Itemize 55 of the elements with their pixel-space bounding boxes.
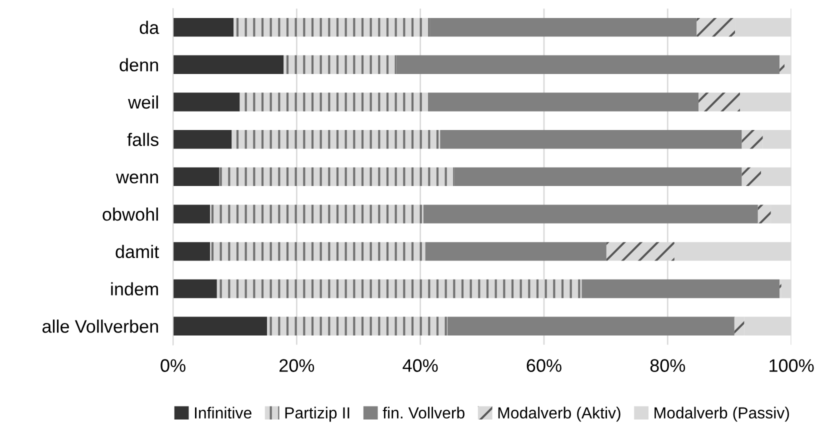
y-tick-label: indem bbox=[111, 282, 158, 296]
bar bbox=[219, 167, 454, 186]
bar bbox=[210, 242, 426, 261]
bar bbox=[428, 92, 699, 112]
bar bbox=[698, 92, 740, 112]
bar bbox=[440, 130, 742, 149]
bar bbox=[396, 55, 780, 74]
legend-label: Modalverb (Aktiv) bbox=[498, 406, 620, 422]
bar bbox=[454, 167, 742, 186]
x-tick-label: 20% bbox=[280, 359, 314, 372]
bar bbox=[173, 18, 234, 37]
bar bbox=[234, 18, 430, 37]
bar bbox=[216, 279, 582, 298]
bar bbox=[448, 316, 734, 336]
bar bbox=[606, 242, 674, 261]
bar bbox=[173, 130, 232, 149]
bar bbox=[742, 167, 762, 186]
y-tick-label: denn bbox=[120, 58, 158, 72]
bar bbox=[173, 316, 267, 336]
bar bbox=[240, 92, 429, 112]
bar bbox=[742, 130, 763, 149]
y-tick-label: obwohl bbox=[102, 208, 158, 221]
bar bbox=[232, 130, 440, 149]
bar bbox=[210, 204, 424, 224]
bar bbox=[284, 55, 396, 74]
bar bbox=[430, 18, 697, 37]
bar bbox=[173, 55, 284, 74]
legend-label: Infinitive bbox=[194, 406, 252, 419]
y-tick-label: falls bbox=[127, 132, 158, 146]
bar bbox=[173, 92, 240, 112]
bar bbox=[267, 316, 448, 336]
y-tick-label: weil bbox=[128, 95, 158, 109]
x-tick-label: 100% bbox=[770, 359, 814, 372]
bar bbox=[425, 242, 606, 261]
legend-label: Modalverb (Passiv) bbox=[654, 406, 789, 422]
bar bbox=[173, 242, 210, 261]
legend-label: fin. Vollverb bbox=[382, 406, 464, 419]
bar bbox=[696, 18, 736, 37]
x-tick-label: 40% bbox=[402, 359, 438, 372]
y-tick-label: damit bbox=[116, 244, 159, 258]
bar bbox=[173, 279, 217, 298]
bar bbox=[173, 204, 210, 224]
legend-label: Partizip II bbox=[285, 406, 350, 422]
x-tick-label: 0% bbox=[160, 359, 186, 372]
bar bbox=[173, 167, 220, 186]
bar bbox=[582, 279, 780, 298]
x-tick-label: 80% bbox=[650, 359, 686, 372]
bar bbox=[780, 55, 784, 74]
bar bbox=[758, 204, 771, 224]
y-tick-label: da bbox=[140, 20, 160, 34]
bar bbox=[734, 316, 744, 336]
y-tick-label: alle Vollverben bbox=[42, 320, 158, 333]
y-tick-label: wenn bbox=[116, 174, 158, 184]
bar bbox=[423, 204, 758, 224]
x-tick-label: 60% bbox=[526, 359, 562, 372]
